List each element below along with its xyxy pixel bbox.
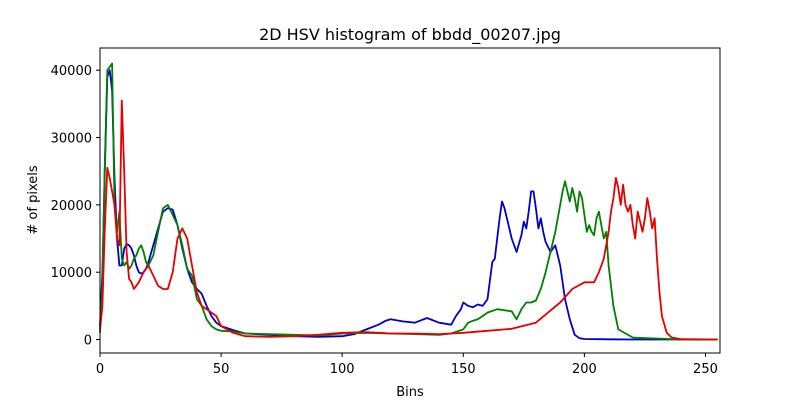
y-tick-label: 20000 <box>51 199 92 214</box>
y-axis-ticks: 0 10000 20000 30000 40000 <box>51 64 100 349</box>
y-tick-label: 0 <box>84 334 92 349</box>
x-tick-label: 100 <box>330 362 355 377</box>
x-tick-label: 50 <box>213 362 230 377</box>
x-tick-label: 250 <box>693 362 718 377</box>
y-axis-label: # of pixels <box>26 165 41 234</box>
series-line-0 <box>99 69 718 341</box>
x-tick-label: 150 <box>451 362 476 377</box>
plot-lines <box>99 62 718 341</box>
chart-title: 2D HSV histogram of bbdd_00207.jpg <box>259 25 561 45</box>
plot-frame <box>99 47 721 354</box>
y-tick-label: 40000 <box>51 64 92 79</box>
y-tick-label: 30000 <box>51 132 92 147</box>
series-line-2 <box>99 99 718 341</box>
y-tick-label: 10000 <box>51 266 92 281</box>
x-axis-ticks: 0 50 100 150 200 250 <box>96 353 718 377</box>
x-tick-label: 200 <box>572 362 597 377</box>
x-axis-label: Bins <box>396 385 424 400</box>
x-tick-label: 0 <box>96 362 104 377</box>
